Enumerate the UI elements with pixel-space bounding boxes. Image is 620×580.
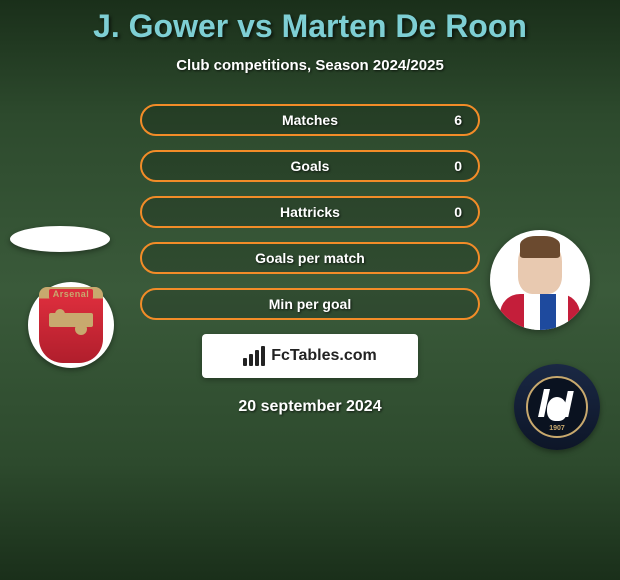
stat-pill: Hattricks 0: [140, 196, 480, 228]
player2-avatar: [490, 230, 590, 330]
arsenal-crest-text: Arsenal: [49, 289, 94, 299]
stat-row: Matches 6: [0, 104, 620, 136]
arsenal-cannon-icon: [49, 313, 93, 327]
player2-hair-graphic: [520, 236, 560, 258]
stat-label: Goals per match: [255, 250, 365, 266]
branding-text: FcTables.com: [271, 347, 377, 365]
club-badge-right: 1907: [514, 364, 600, 450]
stat-label: Goals: [291, 158, 330, 174]
stat-row: Hattricks 0: [0, 196, 620, 228]
page-title: J. Gower vs Marten De Roon: [0, 8, 620, 45]
branding-box[interactable]: FcTables.com: [202, 334, 418, 378]
subtitle: Club competitions, Season 2024/2025: [0, 57, 620, 74]
stat-value-right: 6: [454, 112, 462, 128]
stat-value-right: 0: [454, 158, 462, 174]
stat-pill: Min per goal: [140, 288, 480, 320]
stat-row: Goals 0: [0, 150, 620, 182]
stat-label: Matches: [282, 112, 338, 128]
atalanta-crest: 1907: [526, 376, 588, 438]
stat-label: Hattricks: [280, 204, 340, 220]
stat-label: Min per goal: [269, 296, 351, 312]
stat-pill: Goals per match: [140, 242, 480, 274]
player2-shirt-graphic: [500, 294, 580, 330]
bar-chart-icon: [243, 346, 265, 366]
player1-avatar-placeholder: [10, 226, 110, 252]
stat-value-right: 0: [454, 204, 462, 220]
arsenal-crest: Arsenal: [39, 287, 103, 363]
atalanta-head-icon: [539, 389, 575, 425]
atalanta-year-text: 1907: [549, 425, 565, 432]
stats-area: Arsenal 1907 Matches6Goals0Hattricks0Goa…: [0, 104, 620, 320]
club-badge-left: Arsenal: [28, 282, 114, 368]
content-wrapper: J. Gower vs Marten De Roon Club competit…: [0, 0, 620, 580]
player2-head-graphic: [518, 240, 562, 294]
stat-pill: Goals 0: [140, 150, 480, 182]
stat-pill: Matches 6: [140, 104, 480, 136]
